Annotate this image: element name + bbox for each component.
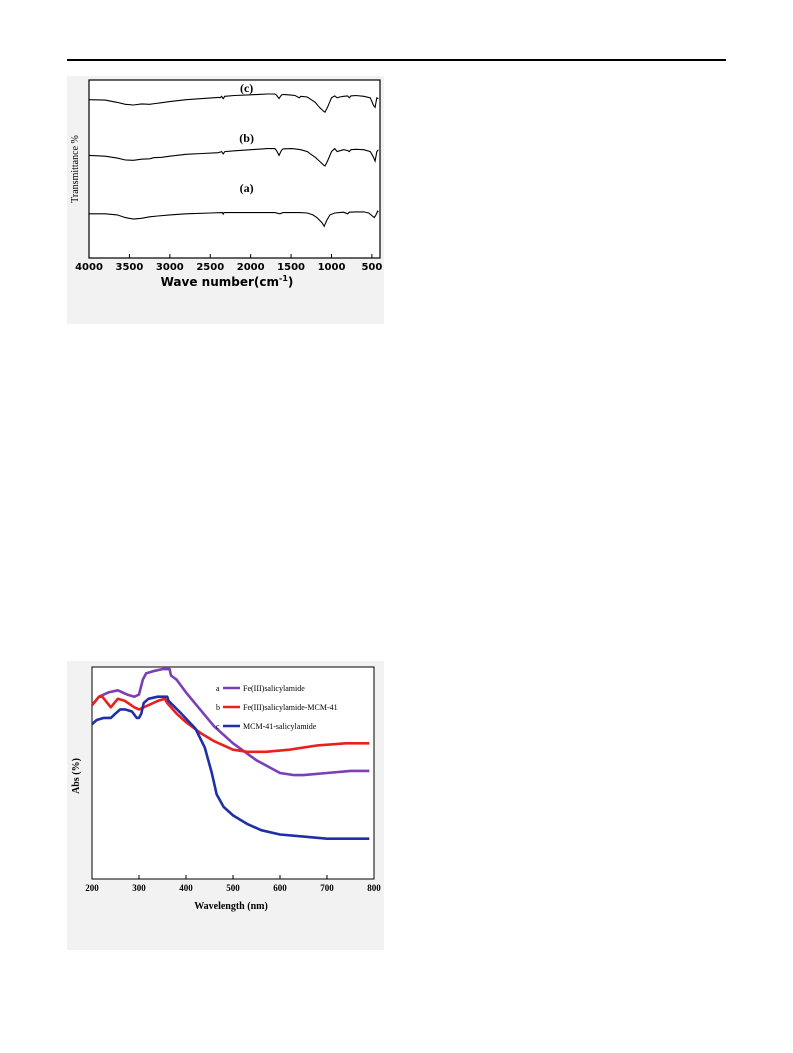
uvvis-series-line — [90, 667, 370, 777]
ftir-y-axis-label: Transmittance % — [70, 135, 81, 203]
ftir-x-tick-label: 1000 — [318, 262, 346, 273]
uvvis-legend-letter: b — [216, 703, 220, 712]
uvvis-legend-entry: Fe(III)salicylamide-MCM-41 — [243, 703, 338, 712]
uvvis-legend-entry: Fe(III)salicylamide — [243, 684, 305, 693]
ftir-series-label: (c) — [240, 81, 253, 95]
uvvis-y-axis-label: Abs (%) — [71, 758, 82, 794]
ftir-series-label: (a) — [240, 181, 254, 195]
uvvis-legend-letter: a — [216, 684, 220, 693]
ftir-x-axis-label: Wave number(cm-1) — [161, 274, 294, 289]
uvvis-series-line — [90, 695, 370, 754]
uvvis-x-tick-label: 800 — [367, 883, 381, 893]
ftir-x-tick-label: 4000 — [75, 262, 103, 273]
uvvis-x-tick-label: 400 — [179, 883, 193, 893]
ftir-x-tick-label: 2000 — [237, 262, 265, 273]
uvvis-legend-letter: c — [216, 722, 220, 731]
ftir-plot-area — [88, 79, 381, 259]
uvvis-x-tick-label: 200 — [85, 883, 99, 893]
ftir-series-line — [88, 93, 379, 114]
ftir-series-label: (b) — [239, 131, 254, 145]
page-header-rule — [67, 59, 726, 61]
uvvis-x-tick-label: 600 — [273, 883, 287, 893]
ftir-x-tick-label: 3500 — [115, 262, 143, 273]
uvvis-figure: 200 300 400 500 600 700 800 a Fe(III)salicylami… — [67, 661, 384, 950]
uvvis-x-tick-label: 500 — [226, 883, 240, 893]
ftir-series-line — [89, 210, 379, 228]
uvvis-series-line — [91, 695, 370, 840]
uvvis-x-axis-label: Wavelength (nm) — [194, 901, 268, 912]
ftir-figure: 4000 3500 3000 2500 2000 1500 1000 500 (a) (b) (c… — [67, 76, 384, 324]
uvvis-legend-entry: MCM-41-salicylamide — [243, 722, 317, 731]
ftir-chart: 4000 3500 3000 2500 2000 1500 1000 500 (a) (b) (c… — [70, 79, 382, 289]
ftir-x-tick-label: 1500 — [277, 262, 305, 273]
ftir-x-tick-label: 3000 — [156, 262, 184, 273]
ftir-x-tick-label: 500 — [361, 262, 382, 273]
uvvis-x-tick-label: 700 — [320, 883, 334, 893]
uvvis-x-tick-label: 300 — [132, 883, 146, 893]
ftir-series-line — [88, 147, 379, 167]
uvvis-chart: 200 300 400 500 600 700 800 a Fe(III)salicylami… — [71, 666, 381, 912]
ftir-x-tick-label: 2500 — [196, 262, 224, 273]
